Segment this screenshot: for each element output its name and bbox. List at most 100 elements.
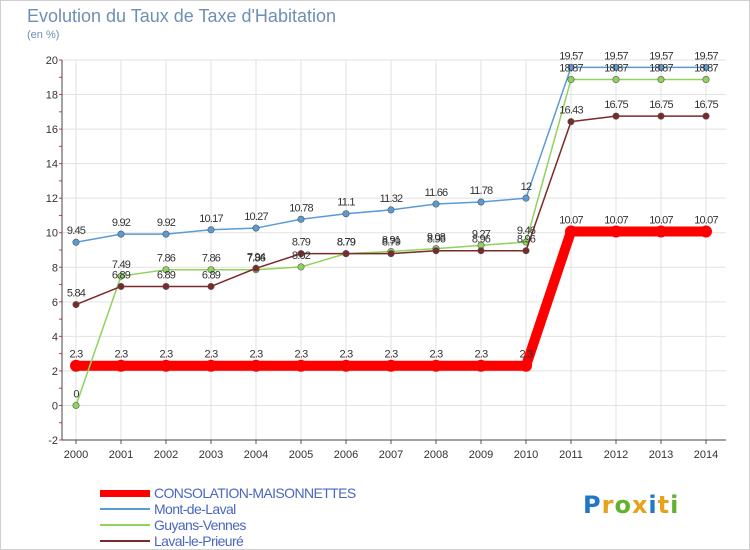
data-label: 10.27 — [244, 211, 268, 223]
data-label: 16.75 — [604, 99, 628, 111]
y-tick-label: 18 — [46, 90, 58, 102]
data-point — [340, 359, 352, 372]
data-label: 9.92 — [112, 217, 131, 229]
data-point — [207, 282, 215, 290]
legend-swatch — [100, 490, 150, 497]
data-label: 2.3 — [70, 349, 84, 361]
data-label: 9.27 — [472, 228, 491, 240]
data-label: 8.79 — [337, 237, 356, 249]
data-label: 10.17 — [199, 213, 223, 225]
data-point — [205, 359, 217, 372]
data-point — [207, 226, 215, 234]
x-tick-label: 2000 — [64, 449, 88, 461]
data-point — [162, 230, 170, 238]
data-label: 11.66 — [425, 187, 448, 199]
y-tick-label: 4 — [52, 331, 58, 343]
data-label: 2.3 — [430, 349, 444, 361]
x-tick-label: 2012 — [604, 449, 628, 461]
data-label: 6.89 — [112, 269, 131, 281]
data-point — [117, 272, 125, 280]
data-point — [297, 250, 305, 258]
data-label: 16.75 — [694, 99, 718, 111]
data-label: 2.3 — [205, 349, 219, 361]
y-tick-label: 2 — [52, 366, 58, 378]
data-point — [72, 301, 80, 309]
data-label: 12 — [521, 181, 532, 193]
data-point — [475, 359, 487, 372]
data-label: 18.87 — [559, 63, 583, 75]
x-tick-label: 2006 — [334, 449, 358, 461]
data-point — [567, 63, 575, 71]
data-label: 5.84 — [67, 288, 86, 300]
data-point — [117, 230, 125, 238]
data-label: 9.92 — [157, 217, 176, 229]
data-point — [612, 76, 620, 84]
data-label: 10.07 — [604, 215, 628, 227]
data-point — [657, 76, 665, 84]
data-point — [295, 359, 307, 372]
data-label: 16.43 — [559, 105, 583, 117]
x-tick-label: 2002 — [154, 449, 178, 461]
chart-subtitle: (en %) — [27, 29, 60, 41]
data-point — [250, 359, 262, 372]
data-point — [430, 359, 442, 372]
data-point — [117, 282, 125, 290]
legend-label: CONSOLATION-MAISONNETTES — [154, 485, 356, 501]
legend-label: Laval-le-Prieuré — [154, 533, 244, 549]
data-point — [70, 359, 82, 372]
data-label: 6.89 — [202, 269, 221, 281]
x-tick-label: 2013 — [649, 449, 673, 461]
data-label: 19.57 — [604, 50, 628, 62]
logo-letter: i — [648, 491, 658, 519]
y-tick-label: 6 — [52, 297, 58, 309]
data-label: 18.87 — [649, 63, 673, 75]
y-tick-label: 20 — [46, 55, 58, 67]
data-point — [700, 225, 712, 238]
data-label: 8.79 — [337, 237, 356, 249]
data-label: 18.87 — [694, 63, 718, 75]
data-label: 8.96 — [472, 234, 491, 246]
data-label: 11.32 — [380, 193, 403, 205]
data-point — [342, 250, 350, 258]
data-label: 10.07 — [559, 215, 583, 227]
data-label: 7.94 — [247, 251, 266, 263]
data-point — [160, 359, 172, 372]
data-label: 8.79 — [382, 237, 401, 249]
data-point — [162, 282, 170, 290]
x-tick-label: 2003 — [199, 449, 223, 461]
data-point — [520, 359, 532, 372]
x-tick-label: 2008 — [424, 449, 448, 461]
data-point — [702, 112, 710, 120]
data-point — [432, 247, 440, 255]
data-point — [522, 194, 530, 202]
data-point — [387, 206, 395, 214]
data-label: 19.57 — [694, 50, 718, 62]
data-label: 7.86 — [247, 253, 266, 265]
chart-title: Evolution du Taux de Taxe d'Habitation — [27, 6, 336, 26]
data-point — [252, 224, 260, 232]
x-tick-label: 2004 — [244, 449, 268, 461]
logo-letter: r — [601, 491, 615, 519]
data-label: 7.49 — [112, 259, 131, 271]
data-label: 9.45 — [67, 225, 86, 237]
legend-swatch — [100, 508, 150, 510]
data-point — [567, 118, 575, 126]
data-label: 2.3 — [385, 349, 399, 361]
data-label: 2.3 — [160, 349, 174, 361]
y-tick-label: 14 — [46, 159, 58, 171]
y-tick-label: -2 — [48, 435, 58, 447]
data-point — [565, 225, 577, 238]
x-tick-label: 2011 — [559, 449, 583, 461]
data-point — [612, 63, 620, 71]
data-point — [657, 112, 665, 120]
data-point — [702, 76, 710, 84]
logo-letter: x — [631, 491, 649, 519]
data-label: 8.96 — [427, 234, 446, 246]
data-point — [477, 198, 485, 206]
y-tick-label: 16 — [46, 124, 58, 136]
data-point — [297, 263, 305, 271]
data-label: 9.08 — [427, 232, 446, 244]
data-point — [162, 266, 170, 274]
data-label: 2.3 — [475, 349, 489, 361]
x-tick-label: 2001 — [109, 449, 133, 461]
